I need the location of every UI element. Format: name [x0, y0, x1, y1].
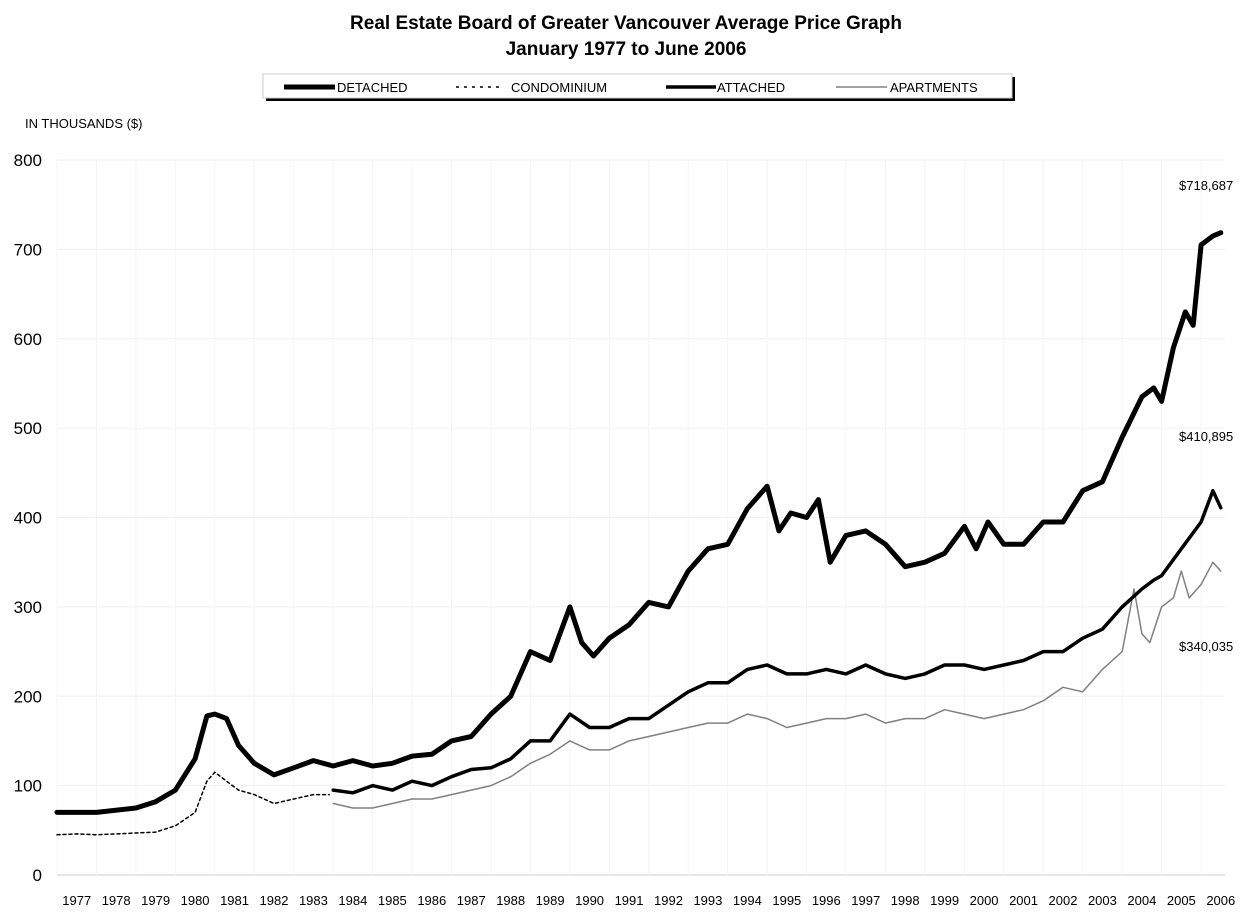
- y-axis-label: IN THOUSANDS ($): [25, 116, 143, 131]
- y-tick-label: 500: [14, 419, 42, 438]
- legend-label-apartments: APARTMENTS: [890, 80, 978, 95]
- chart-subtitle: January 1977 to June 2006: [506, 39, 747, 60]
- series-line-detached: [54, 230, 1224, 815]
- x-tick-label: 1990: [575, 893, 604, 908]
- x-tick-label: 1981: [220, 893, 249, 908]
- x-tick-label: 1977: [62, 893, 91, 908]
- x-tick-label: 2001: [1009, 893, 1038, 908]
- x-tick-label: 1986: [417, 893, 446, 908]
- x-tick-label: 1987: [457, 893, 486, 908]
- legend-box: [262, 73, 1013, 99]
- y-tick-label: 600: [14, 330, 42, 349]
- y-tick-label: 100: [14, 777, 42, 796]
- series-line-apartments: [332, 561, 1222, 809]
- x-tick-label: 1999: [930, 893, 959, 908]
- series-lines: [54, 230, 1224, 836]
- legend-label-condominium: CONDOMINIUM: [511, 80, 607, 95]
- annotation-apartments-final: $340,035: [1179, 639, 1233, 654]
- x-tick-label: 1983: [299, 893, 328, 908]
- x-tick-label: 1978: [102, 893, 131, 908]
- legend-label-attached: ATTACHED: [717, 80, 785, 95]
- x-tick-label: 1985: [378, 893, 407, 908]
- y-tick-label: 800: [14, 151, 42, 170]
- x-tick-label: 2000: [970, 893, 999, 908]
- x-tick-label: 2004: [1127, 893, 1156, 908]
- y-tick-label: 0: [33, 866, 42, 885]
- x-tick-label: 1991: [615, 893, 644, 908]
- y-tick-label: 300: [14, 598, 42, 617]
- x-tick-label: 1996: [812, 893, 841, 908]
- y-tick-label: 400: [14, 509, 42, 528]
- x-tick-label: 2006: [1206, 893, 1235, 908]
- gridlines: [56, 159, 1225, 876]
- annotation-attached-final: $410,895: [1179, 429, 1233, 444]
- x-tick-label: 1997: [851, 893, 880, 908]
- x-tick-label: 1989: [536, 893, 565, 908]
- y-axis-ticks: 0 100 200 300 400 500 600 700 800: [14, 151, 42, 885]
- y-tick-label: 700: [14, 240, 42, 259]
- legend-label-detached: DETACHED: [337, 80, 408, 95]
- annotation-detached-final: $718,687: [1179, 178, 1233, 193]
- series-line-condominium: [56, 771, 330, 836]
- x-tick-label: 1998: [891, 893, 920, 908]
- x-tick-label: 1993: [693, 893, 722, 908]
- x-tick-label: 1994: [733, 893, 762, 908]
- x-tick-label: 1982: [260, 893, 289, 908]
- legend: DETACHED CONDOMINIUM ATTACHED APARTMENTS: [262, 73, 1015, 101]
- x-tick-label: 2002: [1049, 893, 1078, 908]
- x-tick-label: 1979: [141, 893, 170, 908]
- x-tick-label: 1980: [181, 893, 210, 908]
- y-tick-label: 200: [14, 687, 42, 706]
- x-axis-ticks: 1977 1978 1979 1980 1981 1982 1983 1984 1985 1986…: [62, 893, 1235, 908]
- x-tick-label: 2005: [1167, 893, 1196, 908]
- series-line-attached: [331, 488, 1223, 795]
- x-tick-label: 1992: [654, 893, 683, 908]
- x-tick-label: 2003: [1088, 893, 1117, 908]
- x-tick-label: 1995: [772, 893, 801, 908]
- x-tick-label: 1984: [338, 893, 367, 908]
- chart-title: Real Estate Board of Greater Vancouver A…: [350, 13, 902, 34]
- x-tick-label: 1988: [496, 893, 525, 908]
